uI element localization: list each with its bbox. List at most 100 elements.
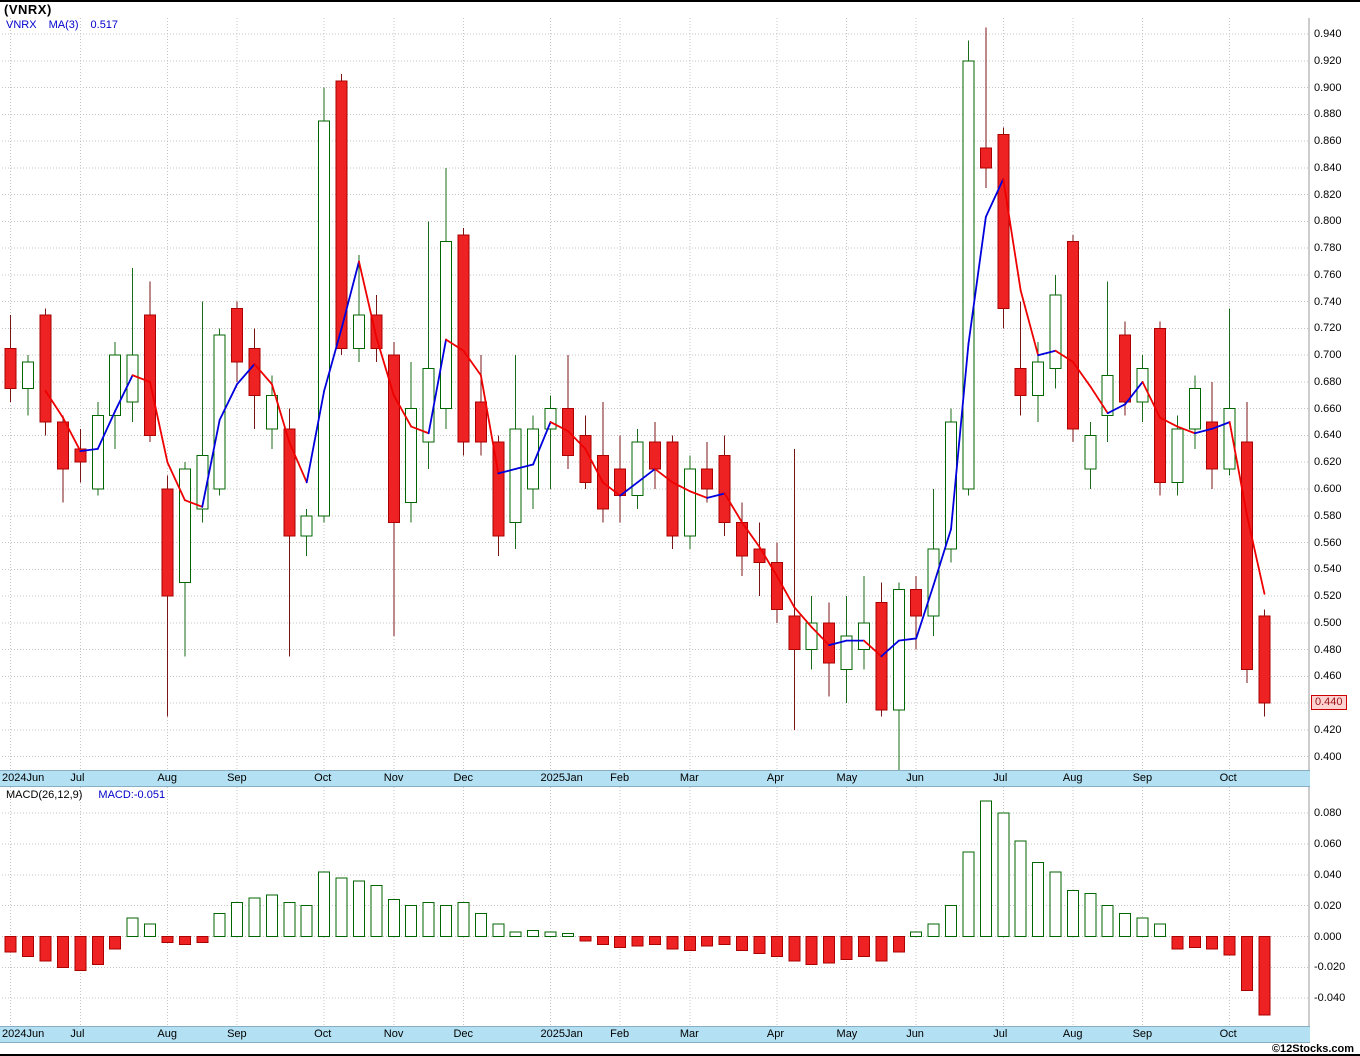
macd-bar-positive xyxy=(544,931,557,938)
ma-segment xyxy=(671,481,691,493)
ma-segment xyxy=(601,481,622,497)
ma-segment xyxy=(62,416,82,452)
candle-up xyxy=(527,428,540,490)
month-label: Apr xyxy=(766,1028,785,1040)
y-axis-label: 0.520 xyxy=(1314,590,1342,603)
ma-segment xyxy=(810,626,831,647)
ma-value: 0.517 xyxy=(90,19,119,31)
y-axis-label: -0.020 xyxy=(1314,961,1346,974)
candle-down xyxy=(997,133,1010,309)
candle-down xyxy=(56,421,69,470)
month-label: Mar xyxy=(679,772,699,784)
ma-segment xyxy=(532,421,552,466)
ma-segment xyxy=(950,343,970,531)
ma-segment xyxy=(201,418,221,508)
candle-up xyxy=(196,455,209,510)
y-axis-label: 0.420 xyxy=(1314,723,1342,736)
month-label: Sep xyxy=(1132,1028,1153,1040)
candle-down xyxy=(579,434,592,483)
y-axis-label: 0.620 xyxy=(1314,456,1342,469)
y-axis-label: 0.060 xyxy=(1314,838,1342,851)
macd-bar-positive xyxy=(231,902,244,938)
candle-up xyxy=(109,354,122,416)
candle-up xyxy=(631,441,644,497)
ma-segment xyxy=(1193,427,1214,435)
macd-bar-positive xyxy=(300,905,313,938)
macd-bar-positive xyxy=(1153,923,1166,938)
macd-value: MACD:-0.051 xyxy=(98,789,166,801)
macd-bar-negative xyxy=(1241,936,1254,992)
candle-down xyxy=(979,147,992,169)
y-axis-label: 0.040 xyxy=(1314,868,1342,881)
macd-date-axis: 2024Jun Jul Aug Sep Oct Nov Dec 2025Jan Feb Mar Ap… xyxy=(0,1026,1310,1043)
candle-down xyxy=(1258,615,1271,704)
ma-segment xyxy=(131,374,151,383)
month-label: May xyxy=(836,772,858,784)
ma-segment xyxy=(1159,416,1179,428)
candle-down xyxy=(144,314,157,436)
month-label: Oct xyxy=(314,772,332,784)
price-axis-labels: 0.940 0.920 0.900 0.880 0.860 0.840 0.820 0.800… xyxy=(1314,18,1360,770)
macd-bar-negative xyxy=(892,936,905,953)
ma-segment xyxy=(288,441,308,484)
candle-down xyxy=(492,441,505,537)
candle-down xyxy=(457,234,470,443)
candle-down xyxy=(335,80,348,350)
candle-up xyxy=(945,421,958,550)
ma-segment xyxy=(149,381,169,464)
ma-segment xyxy=(775,575,796,609)
ma-segment xyxy=(410,425,430,435)
macd-bar-positive xyxy=(1014,840,1027,938)
macd-bar-positive xyxy=(997,812,1010,938)
month-label: Oct xyxy=(1219,1028,1237,1040)
month-label: Jun xyxy=(906,1028,924,1040)
ma-segment xyxy=(549,421,569,432)
candle-up xyxy=(892,588,905,711)
ma-segment xyxy=(514,463,535,470)
candle-up xyxy=(213,334,226,490)
y-axis-label: 0.780 xyxy=(1314,242,1342,255)
y-axis-label: 0.640 xyxy=(1314,429,1342,442)
moving-average-line xyxy=(44,178,1266,658)
candles xyxy=(4,27,1271,770)
copyright-footer: ©12Stocks.com xyxy=(1271,1043,1354,1055)
candle-up xyxy=(265,394,278,430)
ma-segment xyxy=(253,363,273,386)
candle-down xyxy=(823,622,836,664)
candle-up xyxy=(683,468,696,537)
ma-segment xyxy=(1037,349,1057,357)
macd-bar-negative xyxy=(649,936,661,945)
ma-segment xyxy=(880,639,900,658)
candle-down xyxy=(753,548,766,564)
y-axis-label: 0.720 xyxy=(1314,322,1342,335)
macd-bar-negative xyxy=(1206,936,1219,950)
price-date-axis: 2024Jun Jul Aug Sep Oct Nov Dec 2025Jan Feb Mar Ap… xyxy=(0,770,1310,787)
month-label: Oct xyxy=(1219,772,1237,784)
candle-up xyxy=(22,361,35,390)
month-label: Sep xyxy=(1132,772,1153,784)
macd-bar-positive xyxy=(440,905,453,938)
candle-up xyxy=(126,354,139,403)
macd-bar-positive xyxy=(1032,862,1045,938)
ma-segment xyxy=(828,639,848,647)
month-label: May xyxy=(836,1028,858,1040)
macd-bar-positive xyxy=(1119,912,1132,938)
y-axis-label: 0.020 xyxy=(1314,899,1342,912)
y-axis-label: 0.760 xyxy=(1314,268,1342,281)
ma-segment xyxy=(79,447,99,452)
macd-bar-positive xyxy=(962,851,975,938)
ma-segment xyxy=(1072,360,1092,388)
candle-up xyxy=(544,408,557,430)
macd-bar-negative xyxy=(770,936,783,958)
ma-segment xyxy=(932,528,952,586)
candle-down xyxy=(387,354,400,523)
ma-segment xyxy=(218,383,238,421)
y-axis-label: 0.920 xyxy=(1314,54,1342,67)
candle-up xyxy=(962,60,975,490)
candle-up xyxy=(1101,374,1114,416)
candle-down xyxy=(910,588,923,617)
macd-bar-positive xyxy=(910,931,923,938)
macd-bar-positive xyxy=(457,902,470,938)
ma-segment xyxy=(1246,514,1266,595)
ma-segment xyxy=(897,637,918,642)
